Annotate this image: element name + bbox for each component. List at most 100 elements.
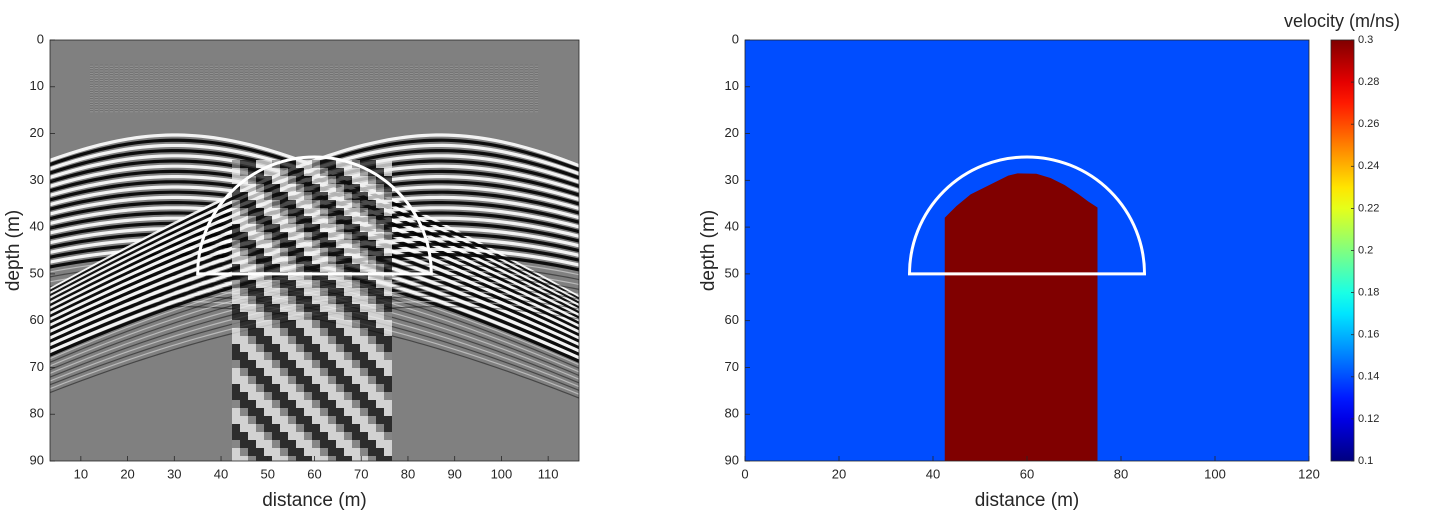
texture (296, 360, 304, 368)
texture (256, 344, 264, 352)
texture (312, 200, 320, 208)
texture (344, 448, 352, 456)
texture (280, 376, 288, 384)
texture (272, 448, 280, 456)
x-tick-label: 90 (447, 466, 461, 481)
texture (368, 368, 376, 376)
texture (352, 280, 360, 288)
texture (384, 432, 392, 440)
texture (360, 320, 368, 328)
texture (384, 424, 392, 432)
texture (248, 240, 256, 248)
texture (344, 160, 352, 168)
texture (240, 320, 248, 328)
texture (384, 264, 392, 272)
texture (360, 368, 368, 376)
texture (264, 272, 272, 280)
texture (272, 272, 280, 280)
texture (352, 192, 360, 200)
texture (304, 312, 312, 320)
x-tick-label: 100 (491, 466, 513, 481)
y-axis-label: depth (m) (3, 210, 24, 291)
texture (376, 296, 384, 304)
x-tick-label: 30 (167, 466, 181, 481)
texture (296, 272, 304, 280)
x-tick-label: 60 (1020, 466, 1034, 481)
texture (368, 448, 376, 456)
texture (232, 168, 240, 176)
texture (336, 176, 344, 184)
texture (320, 240, 328, 248)
texture (344, 208, 352, 216)
texture (368, 336, 376, 344)
texture (288, 448, 296, 456)
texture (328, 400, 336, 408)
texture (328, 456, 336, 461)
texture (296, 376, 304, 384)
y-tick-label: 30 (725, 172, 739, 187)
texture (264, 168, 272, 176)
texture (264, 320, 272, 328)
texture (280, 168, 288, 176)
texture (312, 352, 320, 360)
texture (240, 376, 248, 384)
texture (304, 344, 312, 352)
texture (304, 432, 312, 440)
texture (232, 200, 240, 208)
texture (248, 160, 256, 168)
texture (344, 376, 352, 384)
texture (232, 272, 240, 280)
texture (296, 176, 304, 184)
texture (240, 344, 248, 352)
texture (336, 336, 344, 344)
texture (288, 360, 296, 368)
texture (328, 184, 336, 192)
texture (320, 200, 328, 208)
semicircle (196, 155, 433, 276)
texture (352, 320, 360, 328)
texture (384, 304, 392, 312)
texture (360, 184, 368, 192)
texture (368, 256, 376, 264)
texture (312, 216, 320, 224)
texture (288, 416, 296, 424)
texture (256, 272, 264, 280)
texture (376, 304, 384, 312)
texture (352, 248, 360, 256)
texture (336, 320, 344, 328)
texture (232, 328, 240, 336)
texture (280, 224, 288, 232)
texture (376, 280, 384, 288)
texture (288, 384, 296, 392)
texture (232, 264, 240, 272)
texture (288, 320, 296, 328)
texture (336, 272, 344, 280)
texture (312, 392, 320, 400)
texture (272, 184, 280, 192)
texture (248, 192, 256, 200)
y-tick-label: 10 (30, 78, 44, 93)
texture (288, 312, 296, 320)
texture (336, 232, 344, 240)
texture (288, 192, 296, 200)
texture (304, 232, 312, 240)
texture (312, 336, 320, 344)
texture (368, 208, 376, 216)
texture (304, 384, 312, 392)
texture (256, 264, 264, 272)
texture (344, 304, 352, 312)
texture (272, 432, 280, 440)
texture (304, 256, 312, 264)
texture (288, 344, 296, 352)
texture (288, 216, 296, 224)
texture (304, 368, 312, 376)
texture (272, 328, 280, 336)
texture (312, 296, 320, 304)
texture (376, 416, 384, 424)
texture (264, 224, 272, 232)
texture (384, 320, 392, 328)
texture (296, 336, 304, 344)
texture (248, 272, 256, 280)
texture (280, 368, 288, 376)
texture (232, 216, 240, 224)
